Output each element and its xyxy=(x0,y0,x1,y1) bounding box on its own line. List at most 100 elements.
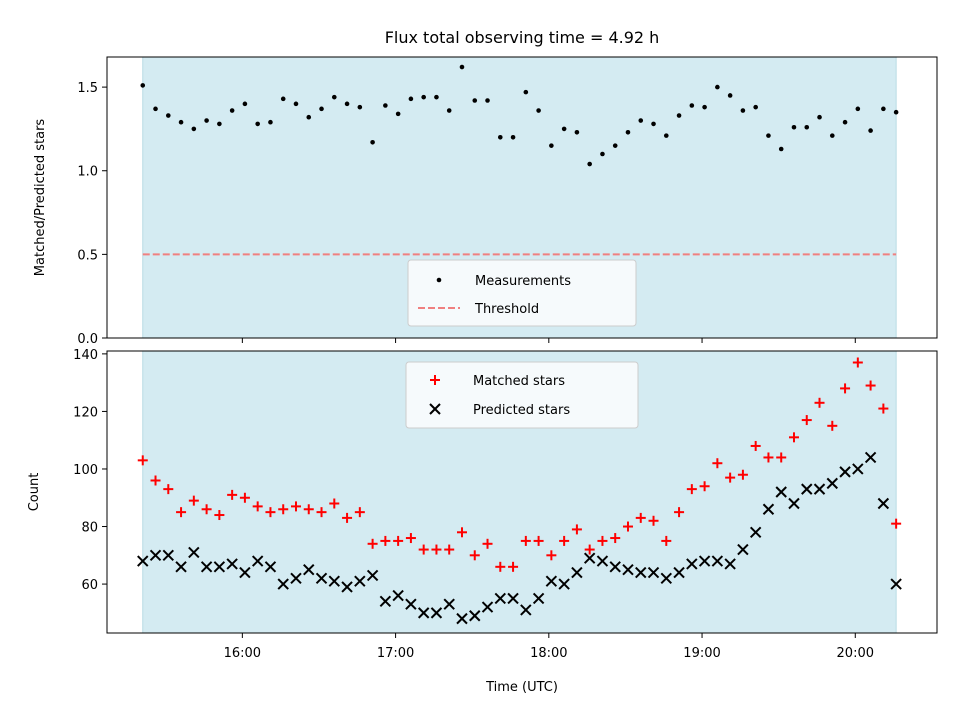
measurement-point xyxy=(331,94,337,100)
measurement-point xyxy=(280,96,286,102)
measurement-point xyxy=(204,118,209,123)
predicted-point xyxy=(469,610,481,622)
measurement-point xyxy=(778,146,784,152)
measurement-point xyxy=(549,143,554,148)
x-tick-label: 20:00 xyxy=(837,646,874,661)
x-tick-label: 16:00 xyxy=(224,646,261,661)
measurement-point xyxy=(587,161,592,167)
measurement-point xyxy=(753,104,758,110)
predicted-point xyxy=(826,477,838,490)
matched-point xyxy=(495,561,506,572)
measurement-point xyxy=(612,143,618,148)
legend-plus xyxy=(430,375,440,385)
measurement-point xyxy=(357,104,363,110)
x-axis-label: Time (UTC) xyxy=(485,680,558,695)
predicted-point xyxy=(290,572,302,585)
matched-point xyxy=(329,498,340,509)
predicted-point xyxy=(366,569,379,582)
measurement-point xyxy=(855,106,861,112)
predicted-point xyxy=(635,566,647,579)
y-tick-label: 120 xyxy=(73,405,98,420)
measurement-point xyxy=(191,126,197,132)
matched-point xyxy=(188,495,199,506)
predicted-point xyxy=(226,558,238,570)
matched-point xyxy=(444,544,455,555)
measurement-point xyxy=(140,83,146,88)
measurement-point xyxy=(804,124,810,130)
top-axes-frame xyxy=(106,56,938,339)
predicted-point xyxy=(481,601,494,613)
legend-predicted-label: Predicted stars xyxy=(473,403,570,418)
legend-measurements-marker xyxy=(436,277,442,283)
predicted-point xyxy=(405,598,417,610)
measurement-point xyxy=(574,129,580,135)
matched-point xyxy=(252,501,263,512)
measurement-point xyxy=(842,119,848,125)
matched-point xyxy=(533,535,544,546)
matched-point xyxy=(482,538,493,549)
predicted-point xyxy=(341,581,353,593)
matched-point xyxy=(878,403,889,414)
matched-point xyxy=(354,507,365,518)
matched-point xyxy=(559,535,570,546)
measurement-point xyxy=(408,96,414,102)
measurement-point xyxy=(715,84,720,90)
matched-point xyxy=(712,458,723,469)
bottom-y-axis-label: Count xyxy=(27,473,42,512)
predicted-point xyxy=(315,572,328,585)
measurement-point xyxy=(663,133,669,138)
predicted-point xyxy=(188,546,200,559)
measurement-point xyxy=(472,98,478,103)
predicted-point xyxy=(532,592,545,605)
predicted-point xyxy=(558,578,570,590)
top-panel: 0.0 0.5 1.0 1.5 Flux total observing time =… xyxy=(33,28,938,347)
matched-point xyxy=(852,357,863,368)
measurement-point xyxy=(459,64,465,70)
matched-point xyxy=(418,544,429,555)
measurement-point xyxy=(217,121,222,127)
matched-point xyxy=(214,510,225,521)
legend-cross xyxy=(429,403,441,415)
matched-point xyxy=(150,475,161,486)
y-tick-label: 100 xyxy=(73,463,98,478)
legend-measurements-label: Measurements xyxy=(475,274,571,289)
matched-point xyxy=(137,455,148,466)
matched-point xyxy=(546,550,557,561)
matched-point xyxy=(814,397,825,408)
predicted-point xyxy=(801,483,813,495)
matched-point xyxy=(610,533,621,544)
y-tick-label: 0.0 xyxy=(77,332,98,347)
measurement-point xyxy=(268,119,273,125)
measurement-point xyxy=(395,111,401,117)
measurement-point xyxy=(651,121,656,127)
matched-point xyxy=(290,501,301,512)
matched-point xyxy=(776,452,787,463)
predicted-point xyxy=(520,604,532,616)
measurement-point xyxy=(306,114,312,120)
predicted-point xyxy=(890,578,902,590)
matched-point xyxy=(686,484,697,495)
matched-point xyxy=(801,415,812,426)
measurement-point xyxy=(255,121,260,127)
top-y-axis-label: Matched/Predicted stars xyxy=(33,119,48,277)
predicted-point xyxy=(545,575,558,587)
predicted-point xyxy=(788,497,800,510)
matched-point xyxy=(316,507,327,518)
predicted-point xyxy=(175,561,187,573)
measurement-point xyxy=(165,113,171,118)
matched-point xyxy=(635,512,646,523)
matched-point xyxy=(227,489,238,500)
matched-point xyxy=(456,527,467,538)
predicted-point xyxy=(162,549,174,562)
predicted-point xyxy=(839,466,851,478)
measurement-point xyxy=(893,109,899,115)
measurement-point xyxy=(791,124,797,130)
predicted-point xyxy=(443,598,455,610)
top-legend: Measurements Threshold xyxy=(407,259,637,327)
matched-stars-marks xyxy=(137,357,902,572)
measurement-point xyxy=(178,119,184,125)
matched-point xyxy=(622,521,633,532)
predicted-stars-marks xyxy=(137,451,902,625)
matched-point xyxy=(201,504,212,515)
matched-point xyxy=(469,550,480,561)
